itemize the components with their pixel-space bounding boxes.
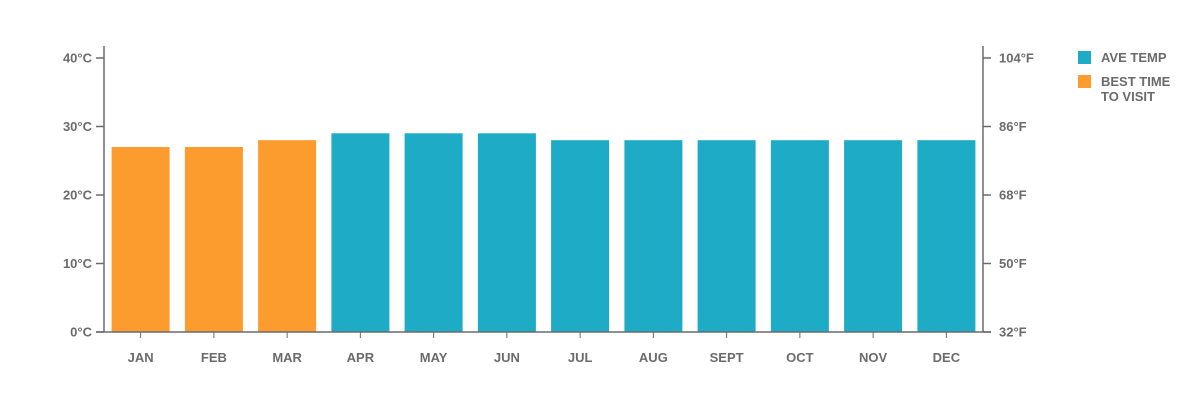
tick-labels-group: JAN FEB MAR APR MAY JUN JUL AUG SEPT OCT NOV DEC 0°C… <box>63 51 1034 366</box>
x-tick-label-feb: FEB <box>201 350 227 365</box>
legend-item-ave-temp: AVE TEMP <box>1078 50 1181 65</box>
y-tick-label-left-0: 0°C <box>70 325 92 340</box>
y-tick-label-left-20: 20°C <box>63 188 93 203</box>
bar-aug <box>624 140 683 332</box>
legend-swatch-best-time <box>1078 75 1091 88</box>
legend-swatch-ave-temp <box>1078 51 1091 64</box>
y-tick-label-right-0: 32°F <box>999 325 1027 340</box>
y-tick-label-right-40: 104°F <box>999 51 1034 66</box>
bar-dec <box>917 140 976 332</box>
y-tick-label-right-10: 50°F <box>999 256 1027 271</box>
legend-label-best-time: BEST TIME TO VISIT <box>1101 74 1171 104</box>
y-tick-label-left-40: 40°C <box>63 51 93 66</box>
y-tick-label-left-30: 30°C <box>63 119 93 134</box>
bar-may <box>404 133 463 332</box>
x-tick-label-mar: MAR <box>272 350 302 365</box>
legend-label-ave-temp: AVE TEMP <box>1101 50 1167 65</box>
bar-jul <box>551 140 610 332</box>
bar-nov <box>844 140 903 332</box>
y-tick-label-right-30: 86°F <box>999 119 1027 134</box>
bar-jan <box>111 147 170 332</box>
bar-feb <box>184 147 243 332</box>
bar-apr <box>331 133 390 332</box>
x-tick-label-jul: JUL <box>568 350 593 365</box>
x-tick-label-may: MAY <box>420 350 448 365</box>
bar-oct <box>770 140 829 332</box>
axes-group <box>96 46 991 338</box>
x-tick-label-apr: APR <box>347 350 375 365</box>
legend-item-best-time: BEST TIME TO VISIT <box>1078 74 1181 104</box>
y-tick-label-right-20: 68°F <box>999 188 1027 203</box>
x-tick-label-aug: AUG <box>639 350 668 365</box>
bar-sept <box>697 140 756 332</box>
legend: AVE TEMP BEST TIME TO VISIT <box>1078 50 1181 113</box>
x-tick-label-dec: DEC <box>933 350 961 365</box>
bar-mar <box>258 140 317 332</box>
y-tick-label-left-10: 10°C <box>63 256 93 271</box>
x-tick-label-oct: OCT <box>786 350 814 365</box>
x-tick-label-nov: NOV <box>859 350 888 365</box>
x-tick-label-sept: SEPT <box>710 350 744 365</box>
bars-group <box>111 133 976 332</box>
x-tick-label-jan: JAN <box>128 350 154 365</box>
bar-jun <box>477 133 536 332</box>
x-tick-label-jun: JUN <box>494 350 520 365</box>
